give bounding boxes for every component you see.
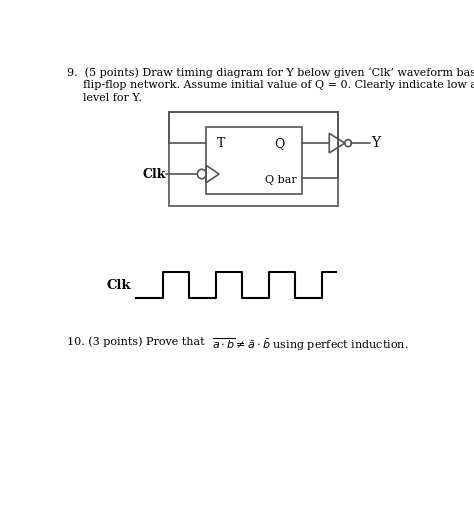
Text: Clk: Clk bbox=[142, 168, 166, 180]
Text: Q: Q bbox=[274, 137, 284, 150]
Bar bbox=[206, 128, 301, 194]
Bar bbox=[169, 112, 338, 206]
Text: level for Y.: level for Y. bbox=[83, 92, 142, 103]
Text: 9.  (5 points) Draw timing diagram for Y below given ‘Clk’ waveform based on the: 9. (5 points) Draw timing diagram for Y … bbox=[66, 67, 474, 78]
Text: 10. (3 points) Prove that: 10. (3 points) Prove that bbox=[66, 337, 208, 347]
Text: $\overline{a \cdot b} \neq \bar{a} \cdot \bar{b}$ using perfect induction.: $\overline{a \cdot b} \neq \bar{a} \cdot… bbox=[212, 337, 408, 354]
Text: T: T bbox=[217, 137, 226, 150]
Text: Clk: Clk bbox=[106, 279, 131, 293]
Text: Q bar: Q bar bbox=[265, 175, 297, 185]
Text: flip-flop network. Assume initial value of Q = 0. Clearly indicate low and high: flip-flop network. Assume initial value … bbox=[83, 80, 474, 90]
Text: Y: Y bbox=[372, 136, 381, 150]
